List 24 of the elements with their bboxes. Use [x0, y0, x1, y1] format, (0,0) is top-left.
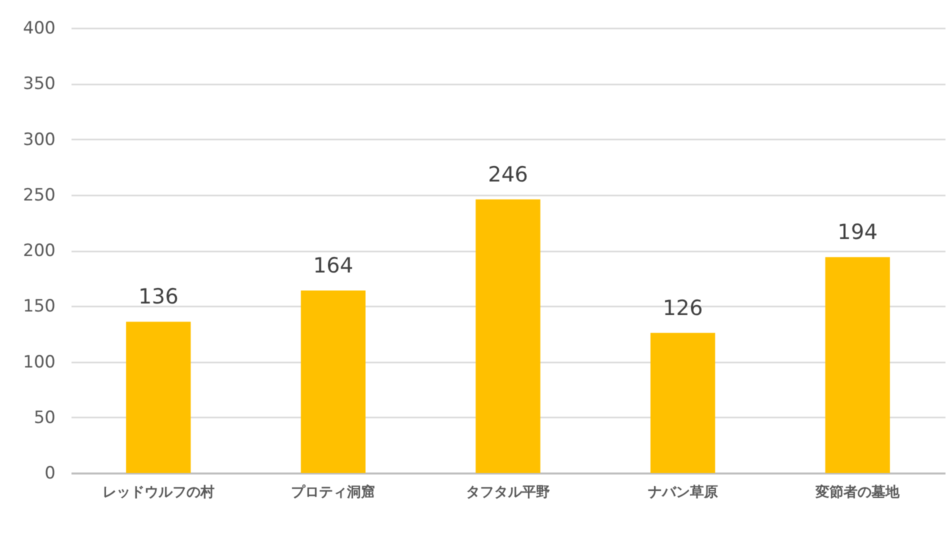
y-tick-label: 0 — [44, 464, 56, 484]
data-label: 136 — [138, 284, 178, 309]
data-label: 246 — [488, 162, 528, 186]
y-tick-label: 400 — [23, 18, 56, 38]
data-label: 164 — [313, 254, 354, 278]
bar — [126, 322, 191, 473]
x-tick-label: ナバン草原 — [648, 484, 718, 500]
y-tick-label: 50 — [34, 408, 56, 428]
bar — [825, 257, 890, 473]
x-tick-label: レッドウルフの村 — [102, 484, 214, 500]
data-label: 194 — [838, 220, 878, 244]
x-tick-label: プロティ洞窟 — [291, 484, 376, 500]
y-tick-label: 300 — [23, 130, 56, 150]
x-tick-label: 変節者の墓地 — [814, 484, 901, 500]
bar — [300, 290, 366, 473]
y-tick-label: 200 — [23, 241, 56, 261]
y-tick-label: 150 — [23, 296, 56, 317]
bar — [476, 199, 540, 473]
y-tick-label: 250 — [23, 185, 56, 206]
y-tick-label: 350 — [23, 74, 56, 94]
data-label: 126 — [662, 296, 703, 320]
y-tick-label: 100 — [23, 352, 56, 372]
bar — [650, 332, 716, 473]
x-tick-label: タフタル平野 — [466, 484, 550, 500]
